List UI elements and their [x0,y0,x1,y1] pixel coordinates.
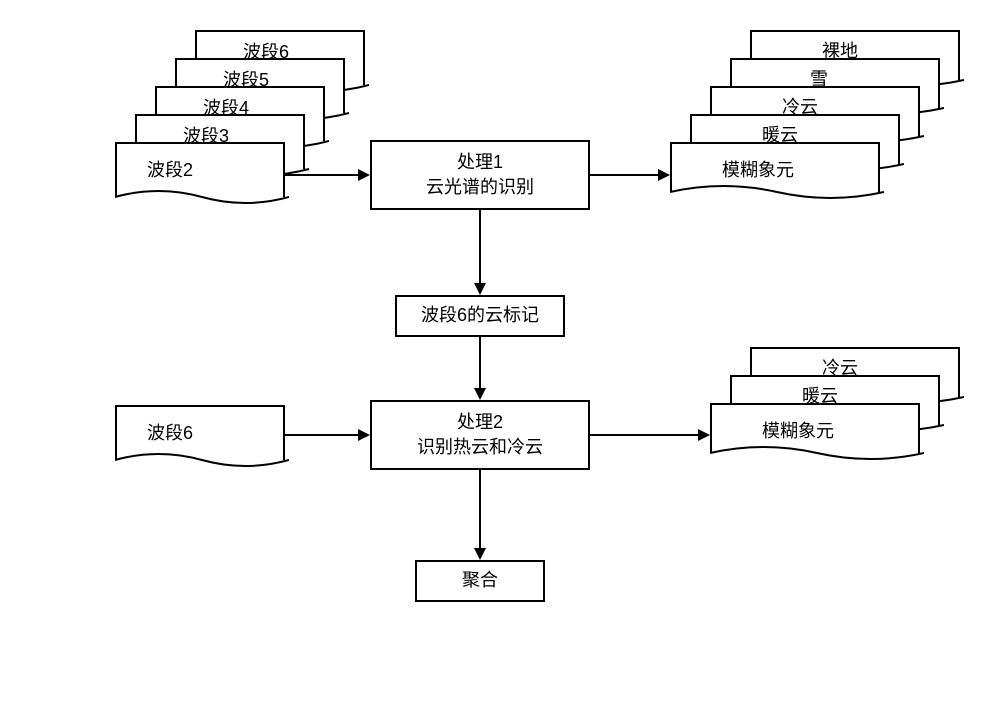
output-stack-1-label-4: 模糊象元 [722,156,794,182]
output-stack-1-4: 模糊象元 [670,142,880,192]
process-1-line2: 云光谱的识别 [426,175,534,200]
input-stack-1-label-4: 波段2 [147,156,193,182]
arrow-5 [578,423,722,447]
arrow-1 [578,163,682,187]
arrow-2 [468,198,492,307]
input-stack-2-label-0: 波段6 [147,419,193,445]
arrow-3 [468,325,492,412]
arrow-4 [273,423,382,447]
arrow-6 [468,458,492,572]
output-stack-2-2: 模糊象元 [710,403,920,453]
input-stack-2-0: 波段6 [115,405,285,460]
input-stack-1-4: 波段2 [115,142,285,197]
aggregate-box: 聚合 [415,560,545,602]
process-2-line2: 识别热云和冷云 [417,435,543,460]
process-2: 处理2识别热云和冷云 [370,400,590,470]
process-1: 处理1云光谱的识别 [370,140,590,210]
band6-cloud-label-text: 波段6的云标记 [421,303,539,328]
output-stack-2-label-2: 模糊象元 [762,417,834,443]
aggregate-text: 聚合 [462,568,498,593]
band6-cloud-label-box: 波段6的云标记 [395,295,565,337]
process-2-line1: 处理2 [417,410,543,435]
process-1-line1: 处理1 [426,150,534,175]
